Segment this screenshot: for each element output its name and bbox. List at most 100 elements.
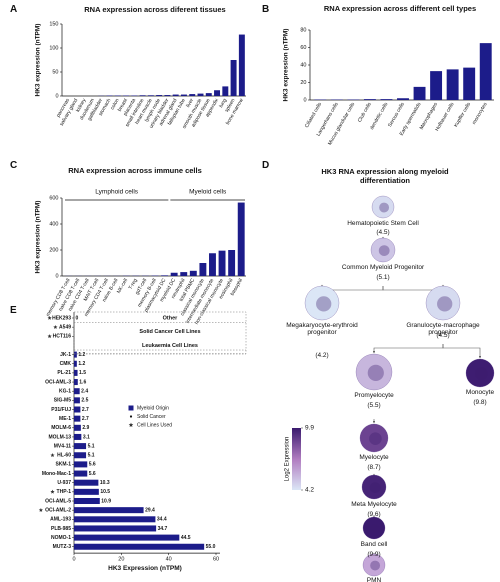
legend-star (128, 422, 134, 427)
used-star (38, 507, 43, 512)
bar (161, 275, 169, 276)
section-label: Other (163, 315, 179, 321)
legend-label: Myeloid Origin (137, 405, 169, 411)
y-axis-label: HK3 expression (nTPM) (283, 29, 290, 102)
node-label: Megakaryocyte-erythroid progenitor (286, 322, 358, 337)
bar (214, 90, 221, 96)
bar (74, 415, 81, 422)
node-value: (4.5) (376, 229, 390, 236)
cell-nucleus (316, 296, 332, 312)
bar (238, 34, 245, 96)
bar (237, 202, 245, 276)
node-value: (4.2) (315, 352, 329, 359)
y-tick-label: MOLM-13 (49, 434, 72, 440)
value-label: 5.1 (88, 453, 95, 459)
colorbar-tick-label: 4.2 (305, 487, 314, 494)
bar (74, 488, 99, 495)
chart-title: RNA expression across immune cells (68, 166, 202, 175)
bar (74, 525, 157, 532)
y-tick-label: 60 (300, 45, 306, 51)
bar (74, 424, 81, 431)
value-label: 34.7 (158, 526, 168, 532)
chart-title: RNA expression across diferent tissues (84, 5, 226, 14)
value-label: 5.6 (89, 462, 96, 468)
cell (355, 353, 393, 391)
bar (74, 369, 78, 376)
y-tick-label: KG-1 (59, 389, 71, 395)
node-label: Monocyte (465, 389, 495, 396)
y-tick-label: P31/FUJ (51, 407, 71, 413)
bar (74, 470, 88, 477)
legend-label: Solid Cancer (137, 414, 166, 420)
node-value: (5.5) (367, 402, 381, 409)
bar (380, 99, 393, 100)
bar (397, 98, 409, 100)
y-tick-label: SIG-M5 (54, 398, 71, 404)
panel-letter: C (10, 160, 18, 171)
bar (74, 498, 100, 504)
bar (189, 94, 196, 96)
bar (222, 86, 229, 96)
panel-letter: E (10, 305, 17, 316)
x-tick-label: Club cells (357, 101, 373, 123)
bar (189, 270, 197, 276)
y-tick-label: 40 (300, 62, 306, 68)
bar (164, 95, 171, 96)
used-star (53, 324, 58, 329)
chart-title: RNA expression across different cell typ… (323, 4, 477, 13)
x-tick-label: Kupffer cells (453, 101, 472, 128)
bar (363, 99, 376, 100)
y-tick-label: MUTZ-3 (53, 544, 72, 550)
node-value: (4.5) (436, 332, 450, 339)
bar (74, 433, 82, 440)
group-label: Myeloid cells (189, 189, 227, 196)
bar (430, 71, 443, 100)
bar (180, 272, 188, 276)
node-label: Common Myeloid Progenitor (341, 264, 425, 271)
panel-letter: A (10, 4, 18, 15)
y-tick-label: PL-21 (57, 370, 71, 376)
y-tick-label: 200 (49, 247, 58, 253)
bar (218, 250, 226, 276)
used-star (47, 315, 52, 320)
cell-nucleus (367, 364, 384, 381)
y-tick-label: SKM-1 (55, 462, 71, 468)
node-label: Hematopoietic Stem Cell (347, 220, 419, 227)
bar (74, 543, 205, 550)
bar (170, 272, 178, 276)
section-label: Leukaemia Cell Lines (142, 343, 198, 349)
bar (74, 479, 99, 486)
y-tick-label: THP-1 (57, 489, 72, 495)
y-tick-label: JK-1 (60, 352, 71, 358)
edge (372, 344, 444, 354)
y-tick-label: OCI-AML-2 (45, 507, 71, 513)
colorbar-title: Log2 Expression (285, 437, 291, 482)
legend-swatch (128, 405, 134, 411)
node-label: Promyelocyte (354, 392, 394, 399)
x-tick-label: 40 (166, 557, 172, 563)
colorbar-tick-label: 9.9 (305, 425, 314, 432)
section-label: Solid Cancer Cell Lines (139, 329, 200, 335)
cell (362, 553, 386, 577)
cell-nucleus (437, 296, 453, 312)
bar (463, 67, 476, 100)
bar (147, 95, 154, 96)
value-label: 44.5 (181, 535, 191, 541)
value-label: 34.4 (157, 517, 167, 523)
value-label: 10.9 (101, 498, 111, 504)
value-label: 55.0 (206, 544, 216, 550)
y-tick-label: 0 (55, 93, 58, 99)
value-label: 2.9 (82, 425, 89, 431)
x-tick-label: colon (109, 97, 120, 111)
y-tick-label: 0 (303, 97, 306, 103)
y-tick-label: 400 (49, 221, 58, 227)
node-label: PMN (366, 577, 382, 582)
y-tick-label: U-937 (57, 480, 71, 486)
used-star (50, 453, 55, 458)
y-tick-label: A549 (59, 324, 71, 330)
x-tick-label: monocytes (471, 101, 489, 125)
colorbar (292, 428, 301, 490)
bar (172, 94, 179, 96)
